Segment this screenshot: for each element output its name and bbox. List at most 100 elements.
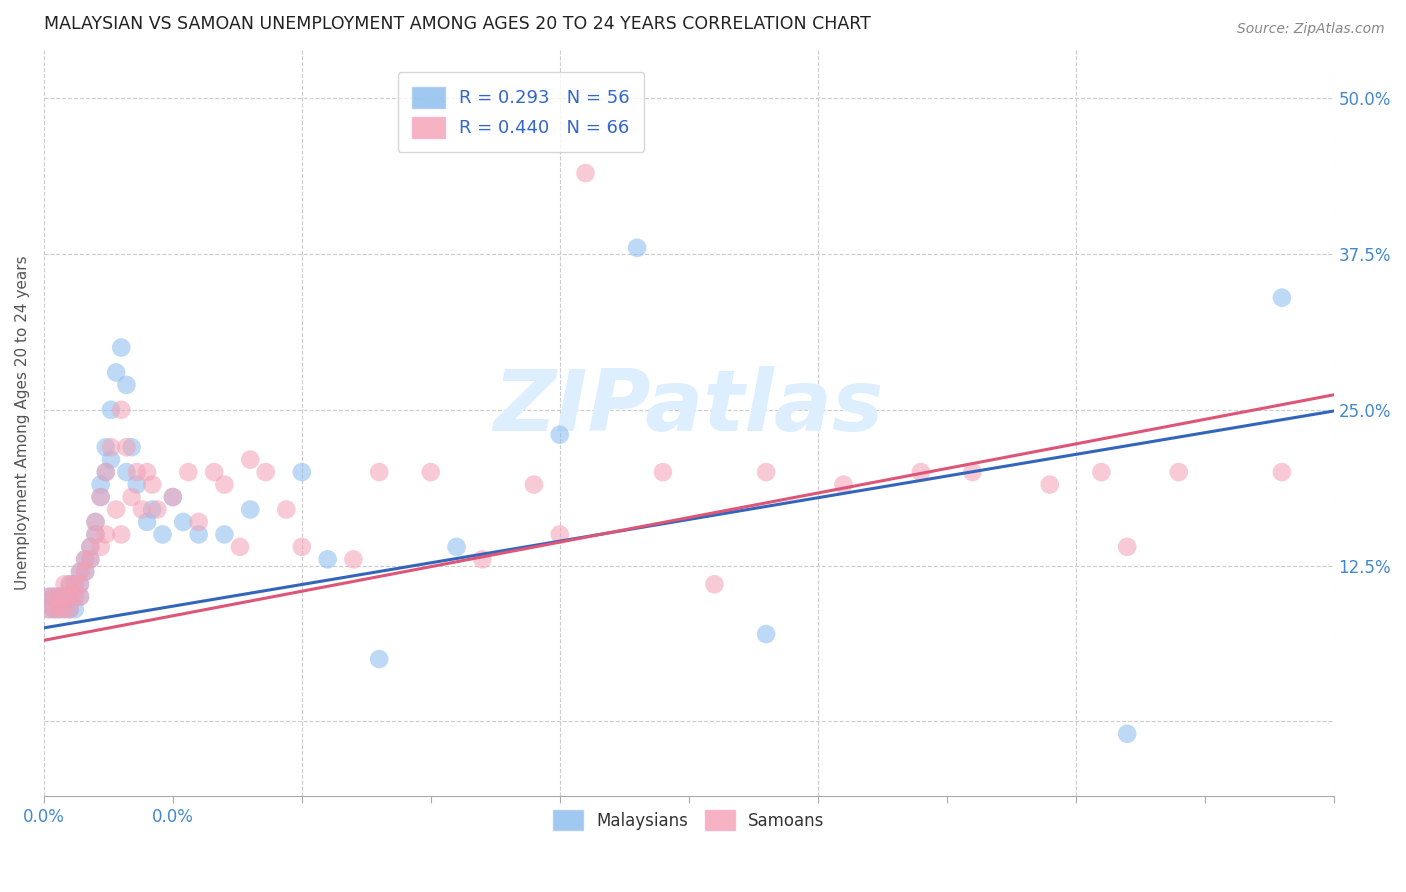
Point	[651, 465, 673, 479]
Point	[53, 602, 76, 616]
Point	[121, 490, 143, 504]
Point	[115, 465, 138, 479]
Point	[94, 527, 117, 541]
Point	[368, 652, 391, 666]
Point	[48, 602, 70, 616]
Point	[110, 341, 132, 355]
Point	[136, 515, 159, 529]
Point	[100, 402, 122, 417]
Point	[59, 602, 82, 616]
Point	[548, 527, 571, 541]
Point	[90, 490, 112, 504]
Point	[79, 552, 101, 566]
Point	[53, 577, 76, 591]
Point	[574, 166, 596, 180]
Point	[419, 465, 441, 479]
Point	[368, 465, 391, 479]
Point	[1039, 477, 1062, 491]
Point	[832, 477, 855, 491]
Point	[48, 590, 70, 604]
Text: MALAYSIAN VS SAMOAN UNEMPLOYMENT AMONG AGES 20 TO 24 YEARS CORRELATION CHART: MALAYSIAN VS SAMOAN UNEMPLOYMENT AMONG A…	[44, 15, 870, 33]
Point	[910, 465, 932, 479]
Point	[44, 602, 66, 616]
Point	[254, 465, 277, 479]
Point	[59, 590, 82, 604]
Point	[105, 366, 128, 380]
Point	[38, 590, 60, 604]
Point	[177, 465, 200, 479]
Point	[100, 440, 122, 454]
Point	[141, 477, 163, 491]
Point	[63, 590, 86, 604]
Point	[75, 565, 97, 579]
Point	[1271, 465, 1294, 479]
Point	[94, 440, 117, 454]
Point	[63, 577, 86, 591]
Text: ZIPatlas: ZIPatlas	[494, 366, 884, 449]
Point	[146, 502, 169, 516]
Y-axis label: Unemployment Among Ages 20 to 24 years: Unemployment Among Ages 20 to 24 years	[15, 255, 30, 590]
Point	[75, 552, 97, 566]
Point	[121, 440, 143, 454]
Point	[172, 515, 194, 529]
Point	[239, 502, 262, 516]
Point	[79, 552, 101, 566]
Point	[110, 527, 132, 541]
Point	[63, 590, 86, 604]
Point	[626, 241, 648, 255]
Point	[755, 465, 778, 479]
Point	[44, 590, 66, 604]
Point	[63, 577, 86, 591]
Point	[1167, 465, 1189, 479]
Point	[69, 590, 91, 604]
Point	[115, 377, 138, 392]
Point	[94, 465, 117, 479]
Point	[1116, 540, 1139, 554]
Point	[125, 465, 148, 479]
Point	[48, 602, 70, 616]
Point	[105, 502, 128, 516]
Point	[162, 490, 184, 504]
Point	[703, 577, 725, 591]
Point	[202, 465, 225, 479]
Point	[548, 427, 571, 442]
Point	[110, 402, 132, 417]
Point	[75, 552, 97, 566]
Point	[136, 465, 159, 479]
Point	[79, 540, 101, 554]
Point	[38, 590, 60, 604]
Point	[84, 527, 107, 541]
Point	[59, 577, 82, 591]
Point	[69, 565, 91, 579]
Point	[125, 477, 148, 491]
Point	[100, 452, 122, 467]
Point	[59, 590, 82, 604]
Point	[59, 590, 82, 604]
Point	[59, 602, 82, 616]
Point	[755, 627, 778, 641]
Point	[1116, 727, 1139, 741]
Point	[94, 465, 117, 479]
Point	[214, 477, 236, 491]
Point	[962, 465, 984, 479]
Point	[53, 590, 76, 604]
Point	[84, 527, 107, 541]
Point	[471, 552, 494, 566]
Point	[239, 452, 262, 467]
Point	[84, 515, 107, 529]
Point	[79, 540, 101, 554]
Point	[38, 602, 60, 616]
Point	[316, 552, 339, 566]
Point	[69, 577, 91, 591]
Point	[59, 590, 82, 604]
Point	[229, 540, 252, 554]
Point	[115, 440, 138, 454]
Point	[59, 577, 82, 591]
Point	[1090, 465, 1112, 479]
Point	[53, 590, 76, 604]
Point	[276, 502, 298, 516]
Point	[84, 515, 107, 529]
Point	[38, 602, 60, 616]
Text: Source: ZipAtlas.com: Source: ZipAtlas.com	[1237, 22, 1385, 37]
Point	[1271, 291, 1294, 305]
